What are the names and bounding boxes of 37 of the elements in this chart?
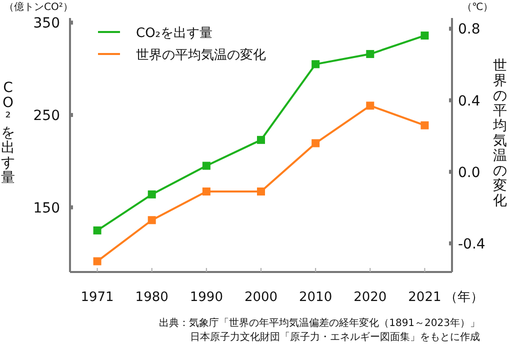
point (312, 139, 320, 148)
x-tick-label: 2021 (408, 290, 442, 305)
point (148, 216, 156, 224)
vlabel: 世界の平均気温の変化 (493, 58, 507, 209)
x-tick-label: 1971 (80, 290, 114, 305)
point (93, 257, 102, 266)
x-tick-label: 2010 (299, 290, 332, 305)
point (420, 32, 429, 40)
y-tick-label: 350 (33, 16, 60, 32)
x-axis-title: （年） (444, 290, 484, 305)
point (257, 188, 265, 196)
text: （億トンCO²） (4, 1, 73, 13)
point (148, 190, 156, 198)
text: （℃） (462, 2, 494, 13)
y-tick-label: 150 (33, 200, 60, 216)
point (366, 102, 374, 110)
point (257, 136, 265, 144)
y2-tick-label: 0.4 (458, 93, 480, 110)
y2-tick-label: -0.4 (458, 236, 486, 252)
legend-label: 世界の平均気温の変化 (136, 47, 266, 63)
vlabel: CO²を出す量 (1, 80, 15, 186)
point (312, 60, 320, 68)
text: 日本原子力文化財団「原子力・エネルギー図面集」をもとに作成 (190, 331, 480, 343)
point (202, 162, 210, 170)
y2-tick-label: 0.8 (458, 22, 480, 38)
legend-label: CO₂を出す量 (136, 26, 213, 41)
x-tick-label: 2000 (244, 290, 278, 305)
x-tick-label: 1980 (135, 290, 168, 305)
x-tick-label: 1990 (190, 290, 223, 305)
x-tick-label: 2020 (354, 290, 387, 305)
point (366, 50, 374, 58)
source-note: 出典：気象庁「世界の年平均気温偏差の経年変化（1891～2023年）」 (159, 317, 480, 329)
point (202, 188, 210, 196)
point (420, 121, 429, 130)
y2-tick-label: 0.0 (458, 164, 480, 181)
y-tick-label: 250 (33, 108, 60, 124)
point (93, 226, 102, 234)
